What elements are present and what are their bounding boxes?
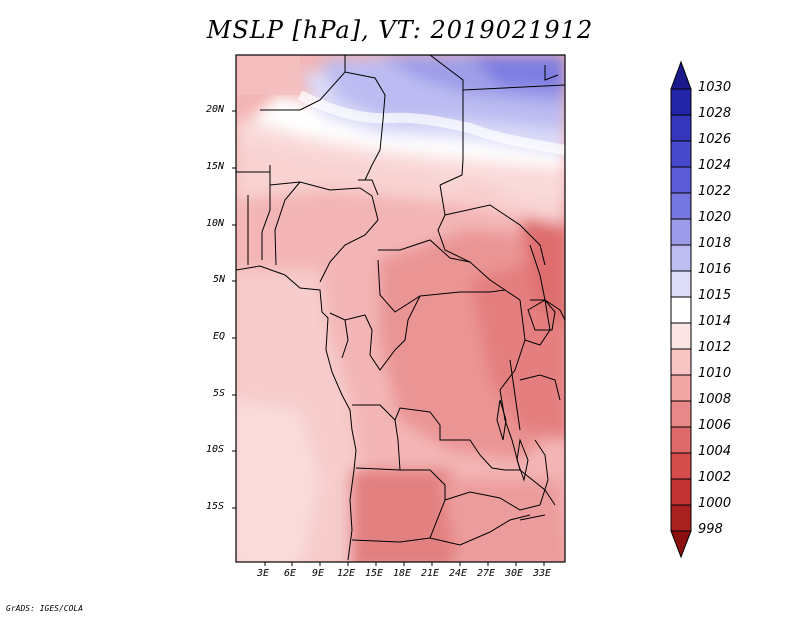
colorbar-label: 998 [698,522,723,537]
colorbar-box [670,478,692,506]
colorbar-box [670,426,692,454]
colorbar-box [670,88,692,116]
lat-label: 15S [206,501,225,512]
map-title: MSLP [hPa], VT: 2019021912 [206,16,594,44]
colorbar-box [670,374,692,402]
colorbar-label: 1020 [698,210,732,225]
colorbar-label: 1024 [698,158,732,173]
lon-label: 33E [533,568,552,579]
lat-label: 10S [206,444,225,455]
lon-label: 12E [337,568,356,579]
colorbar-label: 1012 [698,340,732,355]
lon-label: 24E [449,568,468,579]
colorbar-box [670,192,692,220]
lon-label: 3E [257,568,270,579]
colorbar-box [670,400,692,428]
lon-label: 18E [393,568,412,579]
lon-label: 15E [365,568,384,579]
colorbar-boxes [670,88,692,532]
colorbar-label: 1018 [698,236,732,251]
colorbar-box [670,504,692,532]
lat-label: 5S [213,388,226,399]
colorbar-bottom-arrow [670,530,692,559]
colorbar-label: 1014 [698,314,732,329]
map-frame [232,54,566,566]
colorbar-label: 1015 [698,288,732,303]
lat-label: 20N [206,104,225,115]
colorbar-box [670,166,692,194]
lat-label: EQ [213,331,226,342]
colorbar-box [670,218,692,246]
colorbar-label: 1002 [698,470,732,485]
colorbar-label: 1004 [698,444,732,459]
colorbar-top-arrow [670,60,692,90]
lat-label: 5N [213,274,226,285]
lat-label: 15N [206,161,225,172]
colorbar-label: 1030 [698,80,732,95]
lon-label: 9E [312,568,325,579]
colorbar-label: 1016 [698,262,732,277]
colorbar-box [670,452,692,480]
colorbar-label: 1010 [698,366,732,381]
lat-label: 10N [206,218,225,229]
lon-label: 30E [505,568,524,579]
colorbar-label: 1000 [698,496,732,511]
pressure-field [236,55,565,562]
colorbar-label: 1008 [698,392,732,407]
colorbar-label: 1028 [698,106,732,121]
colorbar-box [670,114,692,142]
lon-label: 21E [421,568,440,579]
colorbar-box [670,244,692,272]
colorbar-label: 1022 [698,184,732,199]
colorbar-label: 1026 [698,132,732,147]
colorbar-box [670,348,692,376]
colorbar-box [670,140,692,168]
lon-label: 27E [477,568,496,579]
colorbar-box [670,270,692,298]
lon-label: 6E [284,568,297,579]
colorbar-box [670,296,692,324]
country-borders [236,55,565,561]
colorbar [670,60,692,559]
colorbar-box [670,322,692,350]
colorbar-label: 1006 [698,418,732,433]
grads-credit: GrADS: IGES/COLA [6,604,84,613]
